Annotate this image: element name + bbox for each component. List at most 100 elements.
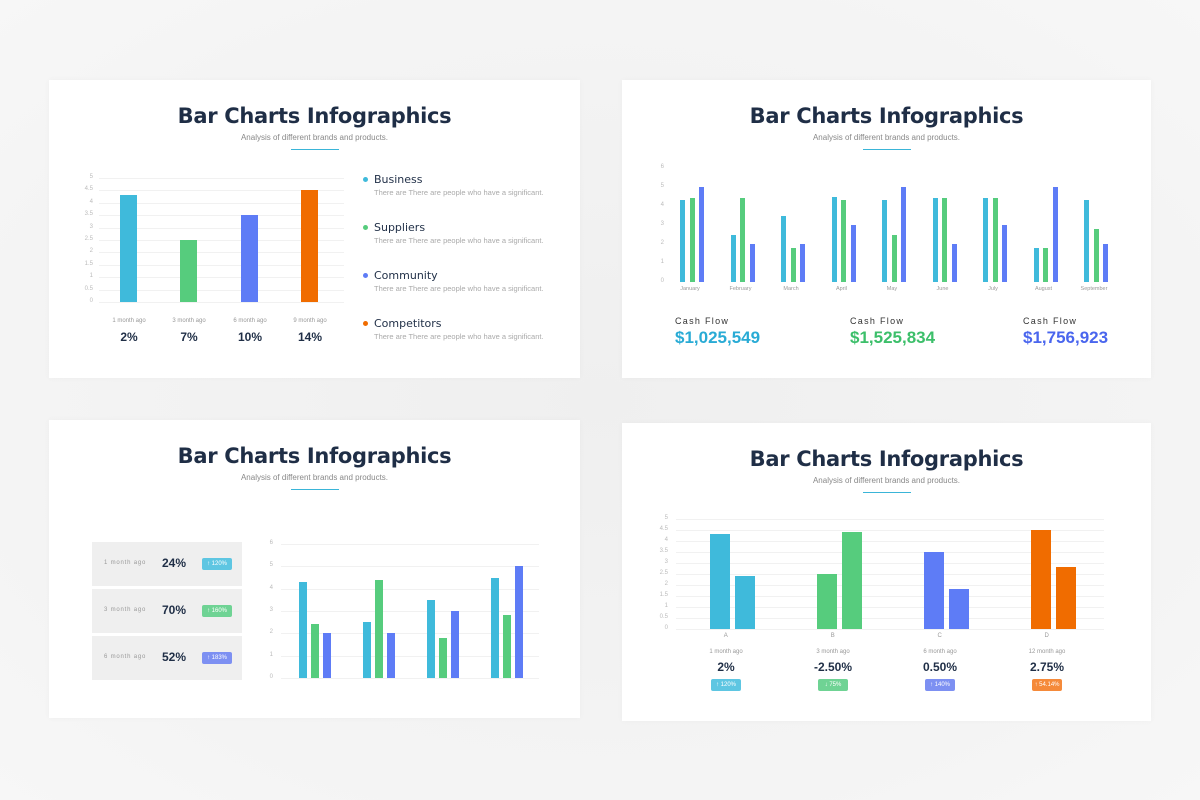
gridline	[99, 302, 344, 303]
legend-title: Competitors	[374, 317, 442, 330]
y-axis-tick: 0	[269, 674, 273, 680]
period-label: 1 month ago	[709, 649, 743, 655]
bar-1-month-ago	[120, 195, 137, 302]
change-badge: ↑ 140%	[925, 679, 955, 691]
x-axis-label: September	[1080, 286, 1108, 292]
cash-flow-label: Cash Flow	[675, 316, 730, 326]
legend-dot-icon	[363, 321, 368, 326]
bar	[710, 534, 730, 629]
gridline	[676, 530, 1104, 531]
gridline	[281, 544, 539, 545]
y-axis-tick: 0.5	[659, 614, 668, 620]
bar-6-month-ago	[241, 215, 258, 302]
legend-dot-icon	[363, 273, 368, 278]
bar	[850, 225, 856, 282]
change-badge: ↑ 54.14%	[1032, 679, 1062, 691]
y-axis-tick: 1.5	[84, 260, 93, 267]
x-axis-label: 9 month ago	[293, 318, 327, 324]
y-axis-tick: 2	[660, 240, 664, 246]
x-axis-category: B	[830, 633, 836, 639]
bar	[841, 200, 846, 282]
bar	[1052, 187, 1058, 282]
stat-label: 1 month ago	[104, 560, 147, 566]
bar	[451, 611, 459, 678]
period-label: 3 month ago	[816, 649, 850, 655]
y-axis-tick: 4	[660, 202, 664, 208]
bar-value: 14%	[297, 330, 323, 344]
y-axis-tick: 3	[269, 607, 273, 613]
y-axis-tick: 2.5	[84, 236, 93, 242]
change-badge: ↓ 75%	[818, 679, 848, 691]
stat-value: 52%	[162, 650, 187, 664]
cash-flow-value: $1,756,923	[1023, 328, 1109, 347]
gridline	[676, 519, 1104, 520]
y-axis-tick: 1.5	[659, 592, 668, 598]
slide-card-1: Bar Charts Infographics Analysis of diff…	[49, 80, 580, 378]
grouped-bar-chart: 5 4.5 4 3.5 3 2.5 2 1.5 1 0.5 0	[654, 515, 1104, 631]
slide-title: Bar Charts Infographics	[177, 444, 452, 468]
bar	[439, 637, 447, 678]
bar-chart: 5 4.5 4 3.5 3 2.5 2 1.5 1 0.5 0	[79, 174, 344, 304]
bar	[842, 532, 862, 629]
bar	[983, 198, 988, 282]
y-axis-tick: 0	[664, 625, 668, 631]
gridline	[281, 655, 539, 657]
bar	[730, 234, 736, 282]
legend-description: There are There are people who have a si…	[374, 236, 544, 245]
y-axis-tick: 2.5	[659, 570, 668, 576]
gridline	[676, 629, 1104, 630]
x-axis-category: C	[937, 633, 943, 639]
gridline	[99, 227, 344, 229]
y-axis-tick: 1	[269, 651, 273, 658]
gridline	[99, 202, 344, 204]
y-axis-tick: 0	[89, 298, 93, 304]
gridline	[99, 178, 344, 179]
y-axis-tick: 4.5	[84, 186, 93, 193]
bar	[1056, 567, 1076, 629]
gridline	[99, 190, 344, 192]
slide-subtitle: Analysis of different brands and product…	[240, 473, 389, 482]
bar	[749, 244, 755, 282]
legend-title: Business	[374, 173, 423, 186]
stat-row: 3 month ago 70% ↑ 160%	[92, 589, 242, 633]
x-axis-label: June	[936, 286, 949, 292]
slide-title: Bar Charts Infographics	[749, 447, 1024, 471]
x-axis-label: August	[1034, 286, 1053, 292]
y-axis-tick: 6	[269, 540, 273, 546]
slide-title: Bar Charts Infographics	[177, 104, 452, 128]
y-axis-tick: 1	[664, 603, 668, 609]
bar	[800, 244, 805, 282]
bar	[942, 198, 947, 282]
bar	[781, 215, 786, 282]
gridline	[99, 289, 344, 291]
gridline	[99, 215, 344, 217]
period-value: 2.75%	[1029, 660, 1065, 674]
y-axis-tick: 1	[89, 273, 93, 280]
title-underline	[290, 489, 339, 490]
x-axis-label: 3 month ago	[172, 318, 206, 324]
x-axis-label: April	[835, 286, 847, 292]
y-axis-tick: 2	[664, 581, 668, 587]
x-axis-label: July	[988, 286, 998, 292]
period-value: 2%	[717, 660, 735, 674]
bar	[491, 577, 499, 678]
bar	[1002, 225, 1007, 282]
gridline	[676, 552, 1104, 553]
x-axis-label: February	[729, 286, 752, 292]
bar	[951, 244, 957, 282]
bar	[311, 624, 319, 678]
period-label: 6 month ago	[923, 649, 957, 655]
bar	[949, 589, 969, 629]
gridline	[99, 252, 344, 254]
stat-value: 24%	[162, 556, 187, 570]
x-axis-label: 1 month ago	[112, 318, 146, 324]
x-axis-label: 6 month ago	[233, 318, 267, 324]
x-axis-label: January	[680, 286, 700, 292]
stat-label: 6 month ago	[104, 654, 147, 660]
bar	[515, 566, 523, 678]
bar	[299, 581, 307, 678]
bar	[924, 552, 944, 629]
y-axis-tick: 2	[89, 248, 93, 255]
bar-value: 7%	[180, 330, 198, 344]
x-axis-category: D	[1044, 633, 1050, 639]
